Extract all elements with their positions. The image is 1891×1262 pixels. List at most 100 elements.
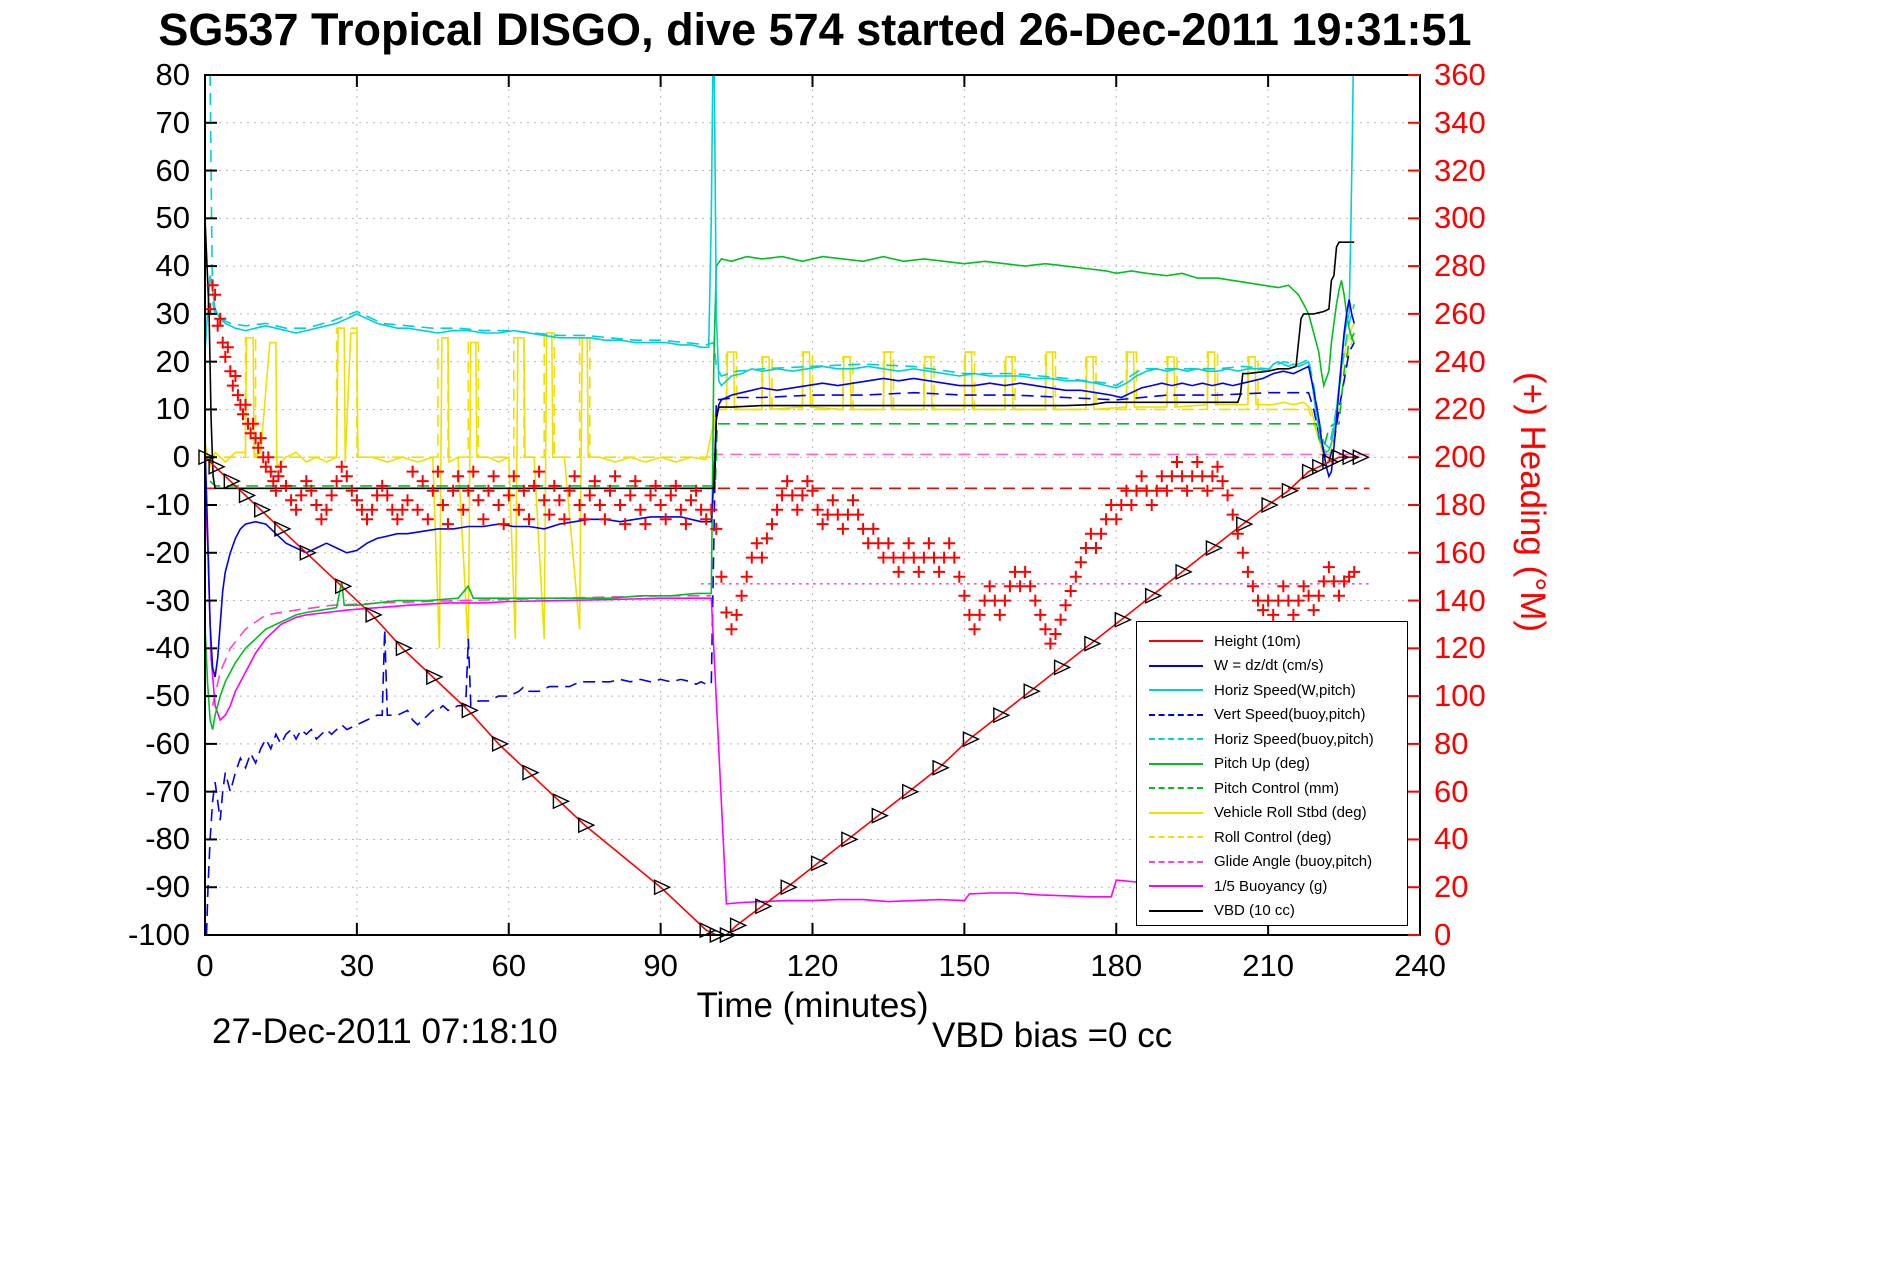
legend-item: Roll Control (deg) [1149, 825, 1407, 850]
series-vert-speed-buoy [205, 342, 1355, 936]
y-left-tick-label: 0 [172, 439, 190, 475]
markers-height [198, 449, 1370, 944]
y-left-tick-label: -40 [145, 630, 190, 666]
markers-heading [204, 279, 1361, 650]
y-left-tick-label: 40 [155, 248, 190, 284]
y-left-tick-label: -80 [145, 821, 190, 857]
y-right-tick-label: 120 [1434, 630, 1486, 666]
legend-item: Vert Speed(buoy,pitch) [1149, 703, 1407, 728]
legend-line-sample [1149, 689, 1203, 692]
y-right-tick-label: 0 [1434, 917, 1452, 952]
x-tick-label: 180 [1090, 948, 1143, 983]
x-tick-label: 30 [339, 948, 375, 983]
series-glide-angle [211, 595, 712, 706]
legend-line-sample [1149, 664, 1203, 667]
y-right-tick-label: 140 [1434, 582, 1486, 618]
y-right-tick-label: 240 [1434, 343, 1486, 379]
legend: Height (10m) W = dz/dt (cm/s) Horiz Speed(… [1136, 621, 1408, 926]
legend-label: Roll Control (deg) [1214, 828, 1332, 846]
x-tick-label: 120 [786, 948, 839, 983]
legend-label: W = dz/dt (cm/s) [1214, 657, 1324, 675]
y-left-tick-label: -10 [145, 487, 190, 522]
legend-line-sample [1149, 640, 1203, 643]
legend-item: Pitch Up (deg) [1149, 752, 1407, 777]
series-roll-control [205, 327, 1355, 460]
x-tick-label: 150 [938, 948, 991, 983]
series-height [204, 456, 1360, 936]
y-right-tick-label: 160 [1434, 534, 1486, 570]
y-right-tick-label: 340 [1434, 104, 1486, 140]
y-right-tick-label: 200 [1434, 439, 1486, 475]
legend-item: Horiz Speed(W,pitch) [1149, 678, 1407, 703]
legend-label: Horiz Speed(W,pitch) [1214, 681, 1356, 699]
legend-item: Glide Angle (buoy,pitch) [1149, 850, 1407, 875]
y-left-tick-label: -60 [145, 725, 190, 761]
y-left-tick-label: 20 [155, 343, 190, 379]
y-left-tick-label: -70 [145, 773, 190, 809]
x-tick-label: 210 [1242, 948, 1294, 983]
legend-item: Height (10m) [1149, 629, 1407, 654]
x-tick-label: 90 [643, 948, 678, 983]
x-tick-label: 0 [196, 948, 214, 983]
legend-item: Horiz Speed(buoy,pitch) [1149, 727, 1407, 752]
y-right-tick-label: 220 [1434, 391, 1486, 427]
legend-line-sample [1149, 787, 1203, 790]
y-right-tick-label: 80 [1434, 725, 1469, 761]
y-right-tick-label: 180 [1434, 487, 1486, 522]
y-right-tick-label: 320 [1434, 152, 1486, 188]
legend-line-sample [1149, 885, 1203, 888]
y-left-tick-label: -100 [127, 917, 190, 952]
x-axis-label: Time (minutes) [696, 986, 929, 1025]
y-right-tick-label: 60 [1434, 773, 1469, 809]
legend-label: Horiz Speed(buoy,pitch) [1214, 730, 1374, 748]
y-right-tick-label: 360 [1434, 57, 1486, 92]
legend-line-sample [1149, 762, 1203, 765]
right-y-axis-label: (+) Heading (°M) [1513, 372, 1552, 633]
y-left-tick-label: 70 [155, 104, 190, 140]
legend-label: Pitch Up (deg) [1214, 755, 1310, 773]
y-right-tick-label: 260 [1434, 295, 1486, 331]
y-left-tick-label: -90 [145, 869, 190, 905]
y-right-tick-label: 20 [1434, 869, 1469, 905]
y-left-tick-label: 80 [155, 57, 190, 92]
y-right-tick-label: 100 [1434, 678, 1486, 714]
vbd-bias-text: VBD bias =0 cc [932, 1016, 1173, 1055]
series-horiz-speed-w [204, 74, 1354, 454]
legend-item: 1/5 Buoyancy (g) [1149, 874, 1407, 899]
x-tick-label: 240 [1394, 948, 1446, 983]
legend-label: Vehicle Roll Stbd (deg) [1214, 804, 1367, 822]
legend-line-sample [1149, 836, 1203, 839]
series-w-dzdt [204, 299, 1355, 678]
legend-label: Pitch Control (mm) [1214, 779, 1340, 797]
y-left-tick-label: 50 [155, 200, 190, 236]
series-horiz-speed-buoy [209, 74, 1355, 450]
x-tick-label: 60 [491, 948, 526, 983]
legend-item: Pitch Control (mm) [1149, 776, 1407, 801]
legend-label: Glide Angle (buoy,pitch) [1214, 853, 1373, 871]
y-right-tick-label: 300 [1434, 200, 1486, 236]
series-vbd [204, 218, 1355, 490]
legend-line-sample [1149, 811, 1203, 814]
legend-label: Vert Speed(buoy,pitch) [1214, 706, 1366, 724]
y-left-tick-label: 60 [155, 152, 190, 188]
legend-label: VBD (10 cc) [1214, 902, 1295, 920]
legend-line-sample [1149, 738, 1203, 741]
legend-line-sample [1149, 860, 1203, 863]
y-left-tick-label: -30 [145, 582, 190, 618]
y-left-tick-label: -20 [145, 534, 190, 570]
y-left-tick-label: -50 [145, 678, 190, 714]
start-timestamp-text: 27-Dec-2011 07:18:10 [212, 1012, 558, 1051]
y-left-tick-label: 30 [155, 295, 190, 331]
legend-item: W = dz/dt (cm/s) [1149, 654, 1407, 679]
legend-line-sample [1149, 909, 1203, 912]
legend-item: VBD (10 cc) [1149, 899, 1407, 924]
y-right-tick-label: 280 [1434, 248, 1486, 284]
chart-title: SG537 Tropical DISGO, dive 574 started 2… [158, 4, 1472, 55]
legend-label: 1/5 Buoyancy (g) [1214, 877, 1328, 895]
legend-item: Vehicle Roll Stbd (deg) [1149, 801, 1407, 826]
y-left-tick-label: 10 [155, 391, 190, 427]
legend-line-sample [1149, 713, 1203, 716]
y-right-tick-label: 40 [1434, 821, 1469, 857]
